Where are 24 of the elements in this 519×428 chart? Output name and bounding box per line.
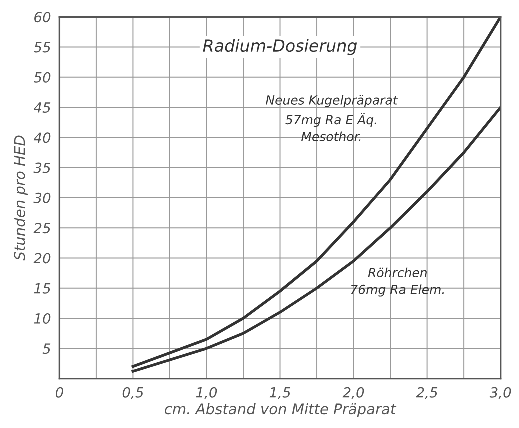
y-tick-label: 30 xyxy=(34,192,51,204)
y-tick-label: 40 xyxy=(34,132,51,144)
y-tick-label: 5 xyxy=(42,344,51,354)
x-tick-label: 0,5 xyxy=(122,387,144,400)
y-tick-label: 20 xyxy=(34,253,51,264)
y-tick-label: 45 xyxy=(34,102,51,114)
x-tick-label: 1,5 xyxy=(270,388,291,400)
series-label: Neues Kugelpräparat 57mg Ra E Äq. Mesothor. xyxy=(266,95,398,142)
y-tick-label: 25 xyxy=(34,223,51,234)
text: Radium-Dosierung xyxy=(203,39,358,56)
x-tick-label: 0 xyxy=(56,387,64,398)
x-axis-title: cm. Abstand von Mitte Präparat xyxy=(165,403,397,418)
y-tick-label: 15 xyxy=(34,284,51,294)
y-tick-label: 60 xyxy=(34,12,51,23)
y-tick-label: 35 xyxy=(34,162,51,174)
y-axis-title: Stunden pro HED xyxy=(14,136,28,261)
x-tick-label: 2,5 xyxy=(416,387,438,400)
x-tick-label: 2,0 xyxy=(342,387,364,400)
x-tick-label: 3,0 xyxy=(490,387,512,400)
x-tick-label: 1,0 xyxy=(196,387,218,400)
y-tick-label: 50 xyxy=(34,72,51,83)
y-tick-label: 10 xyxy=(34,313,51,324)
series-label: Röhrchen 76mg Ra Elem. xyxy=(351,268,444,297)
y-tick-label: 55 xyxy=(34,42,51,53)
